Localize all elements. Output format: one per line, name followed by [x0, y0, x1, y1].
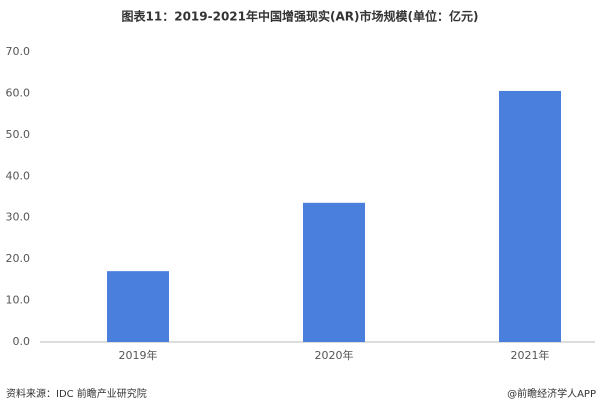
bar — [107, 271, 169, 342]
x-tick-label: 2021年 — [511, 348, 550, 362]
chart-title: 图表11：2019-2021年中国增强现实(AR)市场规模(单位：亿元) — [122, 9, 479, 24]
y-tick-label: 10.0 — [6, 294, 31, 307]
source: 资料来源：IDC 前瞻产业研究院 — [6, 387, 147, 400]
y-tick-label: 50.0 — [6, 128, 31, 141]
credit: @前瞻经济学人APP — [507, 387, 596, 400]
bar — [499, 90, 561, 342]
bar — [303, 202, 365, 342]
y-tick-label: 20.0 — [6, 252, 31, 265]
y-tick-label: 30.0 — [6, 211, 31, 224]
y-tick-label: 70.0 — [6, 45, 31, 58]
y-tick-label: 0.0 — [13, 335, 31, 348]
x-tick-label: 2019年 — [119, 348, 158, 362]
y-tick-label: 60.0 — [6, 86, 31, 99]
x-tick-label: 2020年 — [315, 348, 354, 362]
y-tick-label: 40.0 — [6, 169, 31, 182]
